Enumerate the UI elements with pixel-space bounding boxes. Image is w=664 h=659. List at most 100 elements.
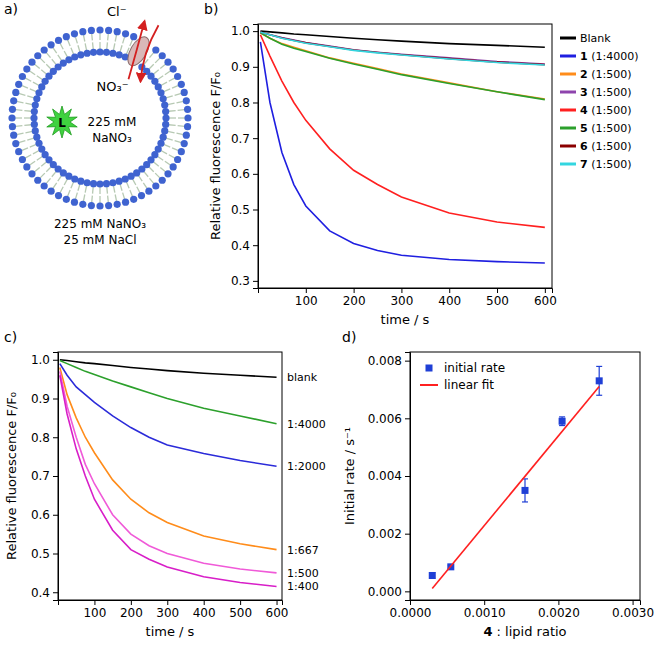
lipid-tail (83, 35, 84, 42)
tick-label: 0.9 (31, 392, 50, 406)
tick: 0.0030 (612, 600, 654, 620)
tick-mark (405, 361, 410, 362)
tick-label: 500 (486, 294, 509, 308)
lipid-tail (24, 110, 31, 112)
legend-label: 7 (1:500) (580, 158, 631, 171)
tick-label: 0.7 (31, 469, 50, 483)
lipid-tail (85, 186, 86, 193)
lipid-head (162, 114, 169, 121)
tick-label: 400 (438, 294, 461, 308)
lipid-head (31, 108, 38, 115)
lipid-head (63, 196, 70, 203)
lipid-head (159, 177, 166, 184)
error-cap (522, 501, 528, 502)
lipid-tail (107, 33, 109, 40)
tick-mark (545, 288, 546, 293)
tick-mark (240, 600, 241, 605)
lipid-head (15, 81, 22, 88)
legend: Blank1 (1:4000)2 (1:500)3 (1:500)4 (1:50… (560, 32, 638, 171)
lipid-tail (157, 156, 163, 160)
lipid-head (174, 156, 181, 163)
lipid-tail (161, 151, 167, 154)
panel: 1002003004005006000.30.40.50.60.70.80.91… (204, 1, 638, 327)
tick-label: 300 (390, 294, 413, 308)
lipid-tail (37, 156, 43, 160)
lipid-tail (71, 182, 74, 188)
tick: 400 (438, 288, 461, 308)
lipid-head (109, 179, 116, 186)
lipid-head (109, 50, 116, 57)
tick: 1.0 (31, 353, 58, 367)
y-axis: 0.0000.0020.0040.0060.008 (368, 353, 411, 601)
lipid-head (159, 52, 166, 59)
lipid-tail (178, 125, 185, 127)
lipid-tail (52, 171, 56, 176)
lipid-tail (123, 193, 125, 200)
lipid-head (184, 123, 191, 130)
lipid-head (138, 192, 145, 199)
lipid-head (152, 46, 159, 53)
tick-label: 600 (534, 294, 557, 308)
tick: 0.9 (31, 392, 58, 406)
lipid-head (184, 114, 191, 121)
lipid-head (9, 106, 16, 113)
tick: 0.7 (31, 469, 58, 483)
tick-label: 1.0 (31, 353, 50, 367)
tick-label: 0.9 (231, 60, 250, 74)
lipid-tail (24, 117, 31, 118)
lipid-head (96, 180, 103, 187)
lipid-tail (157, 76, 163, 80)
lipid-head (12, 140, 19, 147)
lipid-head (130, 196, 137, 203)
lipid-tail (169, 124, 176, 126)
lipid-tail (78, 184, 80, 191)
tick: 0.8 (31, 431, 58, 445)
tick: 0.4 (31, 586, 58, 600)
lipid-tail (25, 103, 32, 104)
lipid-head (19, 156, 26, 163)
tick-label: 300 (156, 606, 179, 620)
tick-mark (94, 600, 95, 605)
tick: 200 (120, 600, 143, 620)
lipid-head (48, 41, 55, 48)
lipid-tail (21, 85, 27, 88)
lipid-tail (15, 117, 22, 118)
lipid-head (122, 199, 129, 206)
lipid-tail (29, 71, 35, 75)
tick: 600 (266, 600, 289, 620)
panel-label: d) (342, 329, 356, 345)
tick-label: 600 (266, 606, 289, 620)
legend-label: linear fit (444, 378, 494, 392)
lipid-head (48, 188, 55, 195)
panel-label: c) (4, 329, 17, 345)
lipid-tail (17, 133, 24, 134)
lipid-tail (178, 109, 185, 111)
lipid-head (184, 106, 191, 113)
lipid-tail (21, 148, 27, 151)
lipid-head (55, 37, 62, 44)
tick-label: 100 (295, 294, 318, 308)
lipid-head (32, 102, 39, 109)
lipid-head (170, 66, 177, 73)
outside-label: 25 mM NaCl (64, 233, 137, 247)
tick: 400 (193, 600, 216, 620)
lipid-head (116, 178, 123, 185)
tick-mark (253, 67, 258, 68)
fit-line (432, 387, 599, 589)
tick: 300 (390, 288, 413, 308)
tick-mark (405, 418, 410, 419)
lipid-tail (178, 117, 185, 118)
lipid-head (71, 199, 78, 206)
tick-mark (484, 600, 485, 605)
tick-label: 0.0010 (464, 606, 506, 620)
lipid-head (103, 180, 110, 187)
lipid-head (84, 179, 91, 186)
tick-label: 0.0030 (612, 606, 654, 620)
lipid-head (90, 180, 97, 187)
lipid-tail (123, 37, 125, 44)
lipid-tail (64, 179, 67, 185)
lipid-tail (46, 167, 51, 172)
tick: 100 (295, 288, 318, 308)
lipid-tail (168, 103, 175, 104)
tick-mark (306, 288, 307, 293)
